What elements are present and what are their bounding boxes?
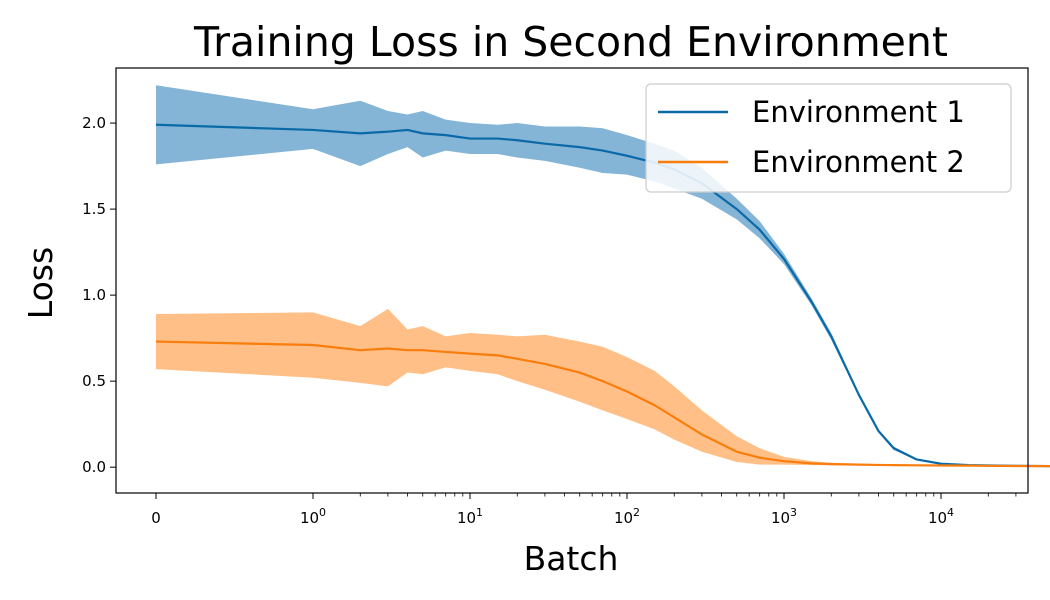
legend: Environment 1 Environment 2 xyxy=(645,83,1012,193)
y-tick-label: 1.5 xyxy=(82,200,106,218)
x-tick-label: 103 xyxy=(771,506,797,527)
chart-title: Training Loss in Second Environment xyxy=(193,18,948,66)
y-axis-ticks: 0.0 0.5 1.0 1.5 2.0 xyxy=(82,114,116,476)
x-tick-label: 100 xyxy=(300,506,326,527)
y-tick-label: 0.5 xyxy=(82,372,106,390)
y-tick-label: 0.0 xyxy=(82,458,106,476)
legend-label-2: Environment 2 xyxy=(752,145,965,179)
x-axis-label: Batch xyxy=(524,539,619,578)
band-1 xyxy=(156,85,1050,467)
legend-label-1: Environment 1 xyxy=(752,95,965,129)
x-axis-ticks: 0 100 101 102 103 104 xyxy=(151,493,1017,527)
x-tick-label: 102 xyxy=(614,506,640,527)
line-series-2 xyxy=(155,340,1050,468)
y-tick-label: 1.0 xyxy=(82,286,106,304)
y-tick-label: 2.0 xyxy=(82,114,106,132)
x-tick-label: 0 xyxy=(151,509,161,527)
band-2 xyxy=(156,308,1050,467)
x-tick-label: 104 xyxy=(928,506,954,527)
plot-frame xyxy=(115,67,1029,494)
legend-box xyxy=(645,83,1012,193)
y-axis-label: Loss xyxy=(21,247,60,319)
x-tick-label: 101 xyxy=(457,506,483,527)
